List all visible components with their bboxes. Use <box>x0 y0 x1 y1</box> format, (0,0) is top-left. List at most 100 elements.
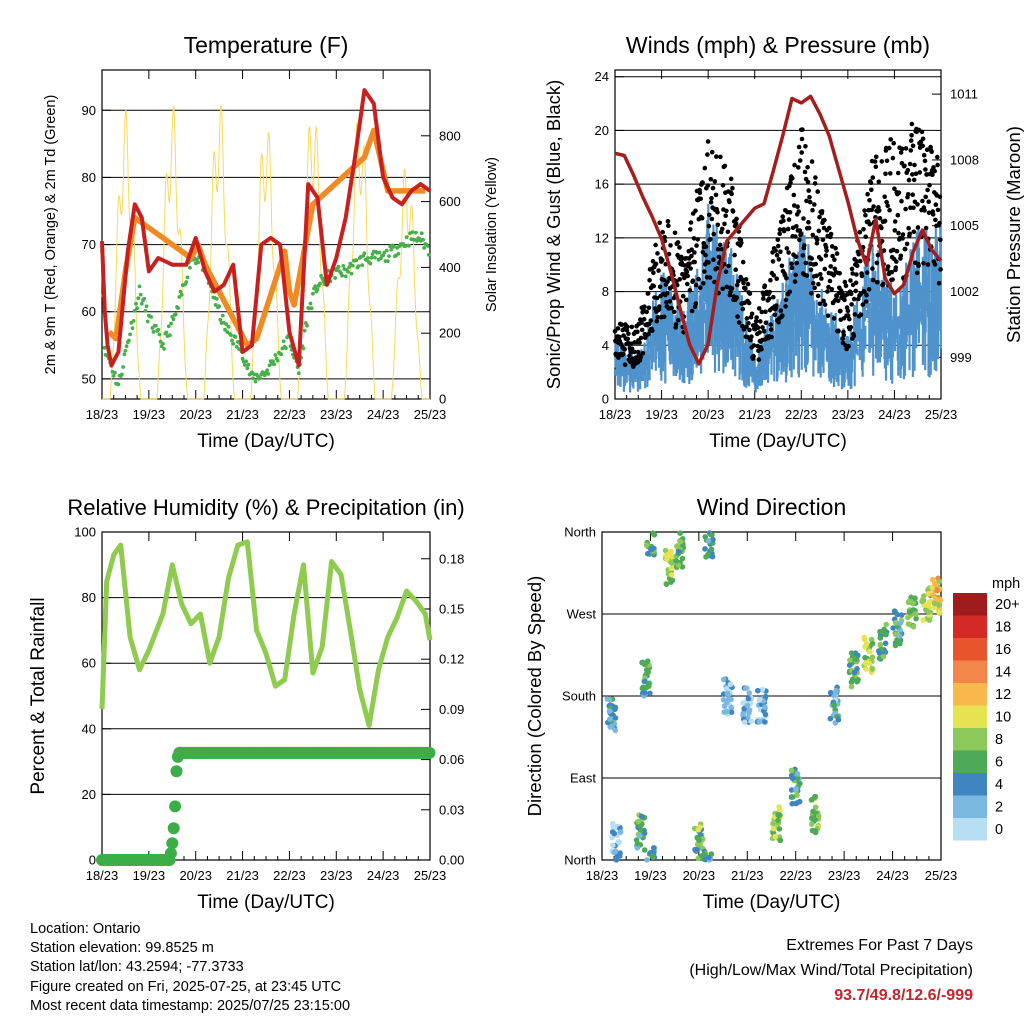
direction-point <box>934 587 940 594</box>
gust-point <box>863 299 869 304</box>
gust-point <box>803 260 809 266</box>
gust-point <box>759 347 764 352</box>
plot-frame <box>101 69 431 400</box>
direction-point <box>898 612 905 618</box>
direction-point <box>728 709 735 715</box>
gust-point <box>896 230 901 236</box>
gust-point <box>790 175 795 181</box>
gust-point <box>749 334 754 340</box>
gust-point <box>714 265 720 271</box>
direction-point <box>868 636 875 643</box>
gust-point <box>850 271 855 276</box>
gust-point <box>781 228 787 234</box>
direction-point <box>677 538 684 545</box>
gust-point <box>768 327 774 332</box>
direction-point <box>762 719 768 725</box>
gust-point <box>895 170 901 176</box>
gust-point <box>920 136 926 142</box>
gust-point <box>786 250 791 255</box>
gust-point <box>831 316 837 321</box>
gust-point <box>812 202 817 207</box>
dewpoint-point <box>111 374 116 378</box>
direction-point <box>883 631 889 638</box>
direction-point <box>835 716 842 723</box>
x-tick-label: 25/23 <box>414 868 447 883</box>
dewpoint-point <box>123 348 128 353</box>
direction-point <box>812 828 818 834</box>
gust-point <box>734 295 740 300</box>
gust-point <box>911 205 916 211</box>
gust-point <box>625 324 630 330</box>
gust-point <box>894 248 900 254</box>
gust-point <box>920 143 925 149</box>
gust-point <box>879 225 884 231</box>
y2-tick-label: 0 <box>439 392 446 407</box>
direction-point <box>705 538 712 544</box>
gust-point <box>777 227 783 232</box>
direction-point <box>862 644 868 650</box>
y2-tick-label: 0.15 <box>439 601 464 616</box>
colorbar-label: 14 <box>995 665 1011 681</box>
direction-point <box>728 696 734 703</box>
gust-point <box>845 313 851 318</box>
direction-point <box>897 620 904 626</box>
gust-point <box>701 241 706 246</box>
direction-point <box>775 817 781 824</box>
gust-point <box>759 309 765 315</box>
extremes-title: Extremes For Past 7 Days <box>786 937 973 954</box>
chart-title: Wind Direction <box>697 494 847 520</box>
gust-point <box>938 267 943 272</box>
direction-point <box>932 580 938 587</box>
colorbar-title: mph <box>992 576 1020 592</box>
gust-point <box>864 270 870 275</box>
gust-point <box>673 322 679 327</box>
gust-point <box>800 253 806 258</box>
station-latlon: Station lat/lon: 43.2594; -77.3733 <box>30 959 244 976</box>
gust-point <box>779 263 785 269</box>
gust-point <box>820 237 826 242</box>
direction-point <box>612 715 619 721</box>
dewpoint-point <box>336 264 341 269</box>
gust-point <box>870 175 876 180</box>
gust-point <box>847 316 852 322</box>
dewpoint-point <box>169 321 174 326</box>
direction-point <box>650 845 657 851</box>
gust-point <box>760 325 765 330</box>
gust-series <box>612 121 943 369</box>
direction-point <box>931 604 938 611</box>
gust-point <box>715 222 721 228</box>
gust-point <box>661 314 667 320</box>
gust-point <box>808 267 814 273</box>
gust-point <box>751 353 756 359</box>
direction-point <box>880 653 887 660</box>
gust-point <box>648 318 654 323</box>
direction-point <box>746 707 753 713</box>
direction-point <box>701 851 708 857</box>
direction-point <box>793 785 799 792</box>
dewpoint-point <box>391 244 396 249</box>
colorbar-label: 0 <box>995 822 1003 838</box>
gust-point <box>657 220 662 226</box>
gust-point <box>884 158 890 164</box>
gust-point <box>687 261 692 267</box>
x-tick-label: 23/23 <box>320 868 353 883</box>
direction-point <box>770 820 776 827</box>
dewpoint-point <box>213 303 218 307</box>
gust-point <box>690 278 696 284</box>
gust-point <box>640 350 646 356</box>
direction-point <box>869 666 876 672</box>
x-tick-label: 24/23 <box>876 868 909 883</box>
gust-point <box>726 263 731 269</box>
direction-point <box>617 850 623 856</box>
direction-point <box>855 677 861 683</box>
gust-point <box>795 204 800 209</box>
gust-point <box>907 231 912 237</box>
gust-point <box>727 199 732 205</box>
dewpoint-point <box>385 259 390 263</box>
gust-point <box>935 207 941 213</box>
direction-point <box>724 708 730 715</box>
gust-point <box>849 302 854 307</box>
gust-point <box>856 252 861 257</box>
gust-point <box>806 220 811 225</box>
gust-point <box>728 176 734 182</box>
